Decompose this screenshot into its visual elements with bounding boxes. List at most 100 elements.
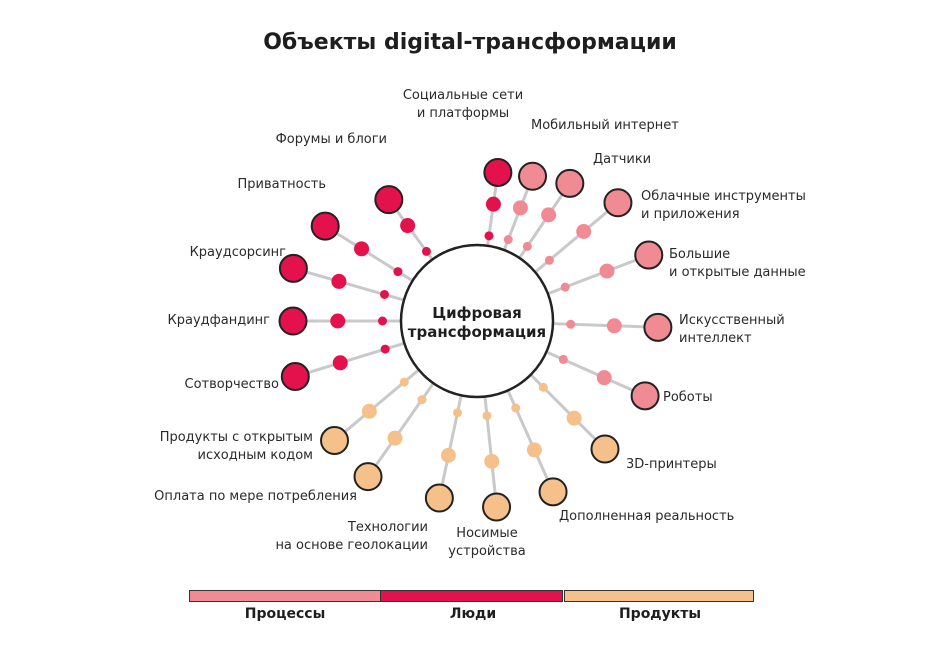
- spoke-dot-medium: [387, 430, 403, 446]
- node-label: Форумы и блоги: [276, 132, 387, 147]
- node-circle: [590, 434, 620, 464]
- spoke-dot-small: [566, 319, 576, 329]
- spoke-dot-medium: [541, 207, 557, 223]
- node-circle: [278, 253, 308, 283]
- node-circle: [634, 240, 664, 270]
- legend-label-people: Люди: [449, 606, 497, 622]
- node-label: Приватность: [237, 177, 326, 192]
- node-label: Искусственный: [679, 313, 785, 328]
- spoke-dot-medium: [566, 410, 582, 426]
- spoke-dot-small: [538, 382, 548, 392]
- node-label: Технологии: [347, 520, 428, 535]
- spoke-dot-medium: [331, 273, 347, 289]
- node-label: 3D-принтеры: [626, 457, 717, 472]
- spoke-16: [278, 253, 404, 302]
- node-label: Краудфандинг: [168, 313, 271, 328]
- legend-segment-products: [564, 590, 754, 602]
- spoke-3: [518, 168, 585, 259]
- spoke-dot-medium: [596, 370, 612, 386]
- spoke-dot-small: [560, 282, 570, 292]
- center-node: Цифровая трансформация: [399, 243, 555, 399]
- spoke-dot-small: [399, 377, 409, 387]
- spoke-1: [483, 157, 513, 245]
- spoke-dot-small: [522, 241, 532, 251]
- node-label: и открытые данные: [669, 265, 806, 280]
- node-circle: [538, 477, 568, 507]
- center-circle: [399, 243, 555, 399]
- node-circle: [630, 381, 660, 411]
- spoke-dot-small: [393, 267, 403, 277]
- node-label: Облачные инструменты: [641, 189, 806, 204]
- spoke-15: [278, 306, 400, 336]
- legend-label-processes: Процессы: [244, 606, 326, 622]
- spoke-dot-medium: [400, 218, 416, 234]
- spokes-layer: [278, 157, 673, 522]
- node-circle: [603, 188, 633, 218]
- spoke-dot-small: [482, 411, 492, 421]
- labels-layer: Социальные сети и платформы Мобильный инте…: [154, 88, 806, 559]
- spoke-dot-small: [380, 344, 390, 354]
- spoke-8: [530, 374, 620, 464]
- node-label: Большие: [669, 247, 730, 262]
- node-circle: [278, 306, 308, 336]
- spoke-dot-medium: [330, 313, 346, 329]
- legend-segment-people: [380, 590, 563, 602]
- spoke-dot-medium: [440, 447, 456, 463]
- spoke-dot-small: [503, 235, 513, 245]
- page-title: Объекты digital-трансформации: [263, 30, 677, 55]
- node-circle: [643, 312, 673, 342]
- spoke-dot-medium: [332, 355, 348, 371]
- spoke-dot-small: [379, 289, 389, 299]
- node-label: Дополненная реальность: [559, 509, 734, 524]
- spoke-dot-medium: [484, 453, 500, 469]
- spoke-9: [506, 390, 568, 507]
- node-label: Мобильный интернет: [531, 118, 679, 133]
- node-circle: [555, 168, 585, 198]
- spoke-dot-medium: [599, 263, 615, 279]
- legend-segment-processes: [189, 590, 381, 602]
- node-circle: [424, 483, 454, 513]
- node-label: и приложения: [641, 207, 740, 222]
- node-label: Краудсорсинг: [190, 245, 287, 260]
- spoke-dot-small: [421, 246, 431, 256]
- node-label: исходным кодом: [198, 448, 314, 463]
- spoke-dot-medium: [512, 200, 528, 216]
- spoke-dot-small: [558, 354, 568, 364]
- node-label: Продукты с открытым: [160, 430, 313, 445]
- spoke-dot-medium: [606, 318, 622, 334]
- node-circle: [353, 462, 383, 492]
- node-circle: [280, 362, 310, 392]
- node-circle: [320, 426, 350, 456]
- center-label-line-1: Цифровая: [432, 304, 522, 322]
- spoke-10: [482, 397, 512, 522]
- center-label-line-2: трансформация: [408, 323, 546, 341]
- node-circle: [518, 161, 548, 191]
- spoke-dot-small: [484, 231, 494, 241]
- spoke-dot-small: [453, 408, 463, 418]
- node-label: Оплата по мере потребления: [154, 489, 357, 504]
- legend-bar: [189, 590, 755, 602]
- spoke-dot-small: [378, 316, 387, 326]
- spoke-17: [310, 211, 413, 282]
- spoke-dot-medium: [354, 241, 370, 257]
- node-label: Сотворчество: [185, 377, 280, 392]
- spoke-7: [546, 350, 660, 411]
- spoke-14: [280, 342, 404, 392]
- spoke-2: [503, 161, 548, 250]
- spoke-5: [548, 240, 664, 295]
- spoke-12: [353, 383, 435, 492]
- node-label: Роботы: [663, 390, 713, 405]
- spoke-dot-medium: [576, 223, 592, 239]
- node-circle: [482, 492, 512, 522]
- spoke-dot-medium: [526, 442, 542, 458]
- node-circle: [374, 185, 404, 215]
- node-label: Датчики: [593, 152, 651, 167]
- legend-label-products: Продукты: [618, 606, 702, 622]
- spoke-dot-small: [544, 255, 554, 265]
- node-label: устройства: [448, 544, 525, 559]
- node-label: Носимые: [456, 526, 517, 541]
- spoke-dot-medium: [361, 403, 377, 419]
- node-circle: [310, 211, 340, 241]
- node-label: на основе геолокации: [275, 538, 428, 553]
